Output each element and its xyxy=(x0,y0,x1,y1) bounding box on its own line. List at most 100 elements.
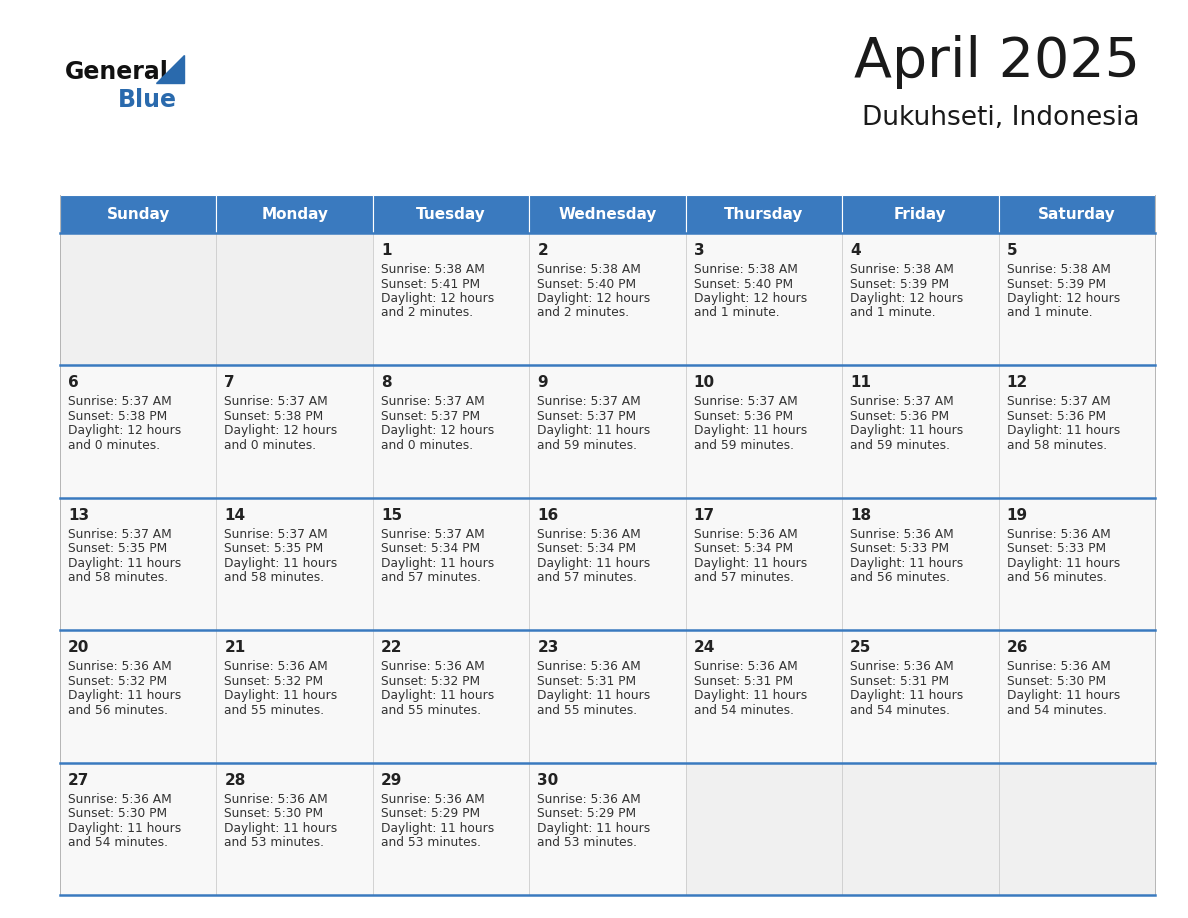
Bar xyxy=(373,630,530,763)
Bar xyxy=(842,763,999,895)
Text: 8: 8 xyxy=(381,375,392,390)
Text: Daylight: 11 hours: Daylight: 11 hours xyxy=(68,689,182,702)
Text: Friday: Friday xyxy=(895,207,947,221)
Text: and 55 minutes.: and 55 minutes. xyxy=(225,704,324,717)
Text: Sunset: 5:41 PM: Sunset: 5:41 PM xyxy=(381,277,480,290)
Text: 30: 30 xyxy=(537,773,558,788)
Text: 23: 23 xyxy=(537,640,558,655)
Text: April 2025: April 2025 xyxy=(854,35,1140,89)
Text: Sunset: 5:33 PM: Sunset: 5:33 PM xyxy=(851,543,949,555)
Text: Daylight: 11 hours: Daylight: 11 hours xyxy=(851,557,963,570)
Bar xyxy=(373,763,530,895)
Bar xyxy=(842,498,999,630)
Text: Sunset: 5:34 PM: Sunset: 5:34 PM xyxy=(537,543,637,555)
Bar xyxy=(216,365,373,498)
Text: Sunrise: 5:36 AM: Sunrise: 5:36 AM xyxy=(381,660,485,673)
Text: Sunrise: 5:38 AM: Sunrise: 5:38 AM xyxy=(1006,263,1111,276)
Bar xyxy=(530,498,685,630)
Text: Sunset: 5:40 PM: Sunset: 5:40 PM xyxy=(694,277,792,290)
Text: 19: 19 xyxy=(1006,508,1028,522)
Text: Daylight: 12 hours: Daylight: 12 hours xyxy=(537,292,651,305)
Text: Sunrise: 5:37 AM: Sunrise: 5:37 AM xyxy=(851,396,954,409)
Bar xyxy=(685,630,842,763)
Text: and 2 minutes.: and 2 minutes. xyxy=(537,307,630,319)
Text: Wednesday: Wednesday xyxy=(558,207,657,221)
Text: and 59 minutes.: and 59 minutes. xyxy=(537,439,637,452)
Text: 20: 20 xyxy=(68,640,89,655)
Text: Sunrise: 5:36 AM: Sunrise: 5:36 AM xyxy=(851,660,954,673)
Text: Sunrise: 5:37 AM: Sunrise: 5:37 AM xyxy=(381,396,485,409)
Text: Daylight: 11 hours: Daylight: 11 hours xyxy=(68,822,182,834)
Text: and 57 minutes.: and 57 minutes. xyxy=(694,571,794,584)
Text: 17: 17 xyxy=(694,508,715,522)
Text: Sunrise: 5:37 AM: Sunrise: 5:37 AM xyxy=(537,396,642,409)
Text: Sunset: 5:33 PM: Sunset: 5:33 PM xyxy=(1006,543,1106,555)
Text: 6: 6 xyxy=(68,375,78,390)
Bar xyxy=(999,195,1155,233)
Text: Sunset: 5:30 PM: Sunset: 5:30 PM xyxy=(1006,675,1106,688)
Text: Sunrise: 5:38 AM: Sunrise: 5:38 AM xyxy=(694,263,797,276)
Text: and 54 minutes.: and 54 minutes. xyxy=(1006,704,1106,717)
Text: 27: 27 xyxy=(68,773,89,788)
Text: and 56 minutes.: and 56 minutes. xyxy=(68,704,168,717)
Text: 11: 11 xyxy=(851,375,871,390)
Text: Sunrise: 5:36 AM: Sunrise: 5:36 AM xyxy=(694,528,797,541)
Text: Sunset: 5:30 PM: Sunset: 5:30 PM xyxy=(68,807,168,820)
Text: and 53 minutes.: and 53 minutes. xyxy=(537,836,637,849)
Bar xyxy=(842,365,999,498)
Text: and 56 minutes.: and 56 minutes. xyxy=(851,571,950,584)
Bar xyxy=(216,195,373,233)
Text: Sunset: 5:34 PM: Sunset: 5:34 PM xyxy=(381,543,480,555)
Text: Daylight: 11 hours: Daylight: 11 hours xyxy=(537,822,651,834)
Bar xyxy=(216,630,373,763)
Text: Daylight: 11 hours: Daylight: 11 hours xyxy=(694,689,807,702)
Text: Sunset: 5:35 PM: Sunset: 5:35 PM xyxy=(225,543,323,555)
Text: Sunrise: 5:37 AM: Sunrise: 5:37 AM xyxy=(694,396,797,409)
Text: Sunrise: 5:37 AM: Sunrise: 5:37 AM xyxy=(225,528,328,541)
Text: and 1 minute.: and 1 minute. xyxy=(694,307,779,319)
Text: Sunset: 5:36 PM: Sunset: 5:36 PM xyxy=(1006,410,1106,423)
Text: 15: 15 xyxy=(381,508,402,522)
Text: General: General xyxy=(65,60,169,84)
Bar xyxy=(685,365,842,498)
Text: 29: 29 xyxy=(381,773,403,788)
Text: Sunrise: 5:36 AM: Sunrise: 5:36 AM xyxy=(537,528,642,541)
Text: and 57 minutes.: and 57 minutes. xyxy=(537,571,637,584)
Bar xyxy=(373,498,530,630)
Text: Thursday: Thursday xyxy=(725,207,803,221)
Bar xyxy=(61,195,216,233)
Text: Monday: Monday xyxy=(261,207,328,221)
Bar xyxy=(530,630,685,763)
Text: and 58 minutes.: and 58 minutes. xyxy=(1006,439,1107,452)
Text: Sunset: 5:31 PM: Sunset: 5:31 PM xyxy=(694,675,792,688)
Text: and 0 minutes.: and 0 minutes. xyxy=(381,439,473,452)
Bar xyxy=(999,630,1155,763)
Bar xyxy=(530,195,685,233)
Text: and 54 minutes.: and 54 minutes. xyxy=(851,704,950,717)
Text: Sunset: 5:29 PM: Sunset: 5:29 PM xyxy=(381,807,480,820)
Text: Sunset: 5:39 PM: Sunset: 5:39 PM xyxy=(1006,277,1106,290)
Polygon shape xyxy=(156,55,184,83)
Text: Sunset: 5:38 PM: Sunset: 5:38 PM xyxy=(68,410,168,423)
Bar xyxy=(61,630,216,763)
Text: 25: 25 xyxy=(851,640,872,655)
Text: Daylight: 11 hours: Daylight: 11 hours xyxy=(1006,557,1120,570)
Bar xyxy=(530,233,685,365)
Text: and 57 minutes.: and 57 minutes. xyxy=(381,571,481,584)
Bar xyxy=(61,233,216,365)
Text: 12: 12 xyxy=(1006,375,1028,390)
Text: Dukuhseti, Indonesia: Dukuhseti, Indonesia xyxy=(862,105,1140,131)
Text: Daylight: 12 hours: Daylight: 12 hours xyxy=(381,292,494,305)
Text: Sunrise: 5:37 AM: Sunrise: 5:37 AM xyxy=(68,396,172,409)
Text: 26: 26 xyxy=(1006,640,1028,655)
Text: 9: 9 xyxy=(537,375,548,390)
Text: and 58 minutes.: and 58 minutes. xyxy=(68,571,169,584)
Text: Daylight: 11 hours: Daylight: 11 hours xyxy=(381,822,494,834)
Text: Sunset: 5:32 PM: Sunset: 5:32 PM xyxy=(225,675,323,688)
Text: Sunset: 5:36 PM: Sunset: 5:36 PM xyxy=(694,410,792,423)
Text: Daylight: 11 hours: Daylight: 11 hours xyxy=(225,822,337,834)
Text: Daylight: 11 hours: Daylight: 11 hours xyxy=(694,557,807,570)
Bar xyxy=(216,498,373,630)
Text: Sunrise: 5:36 AM: Sunrise: 5:36 AM xyxy=(694,660,797,673)
Text: Sunset: 5:39 PM: Sunset: 5:39 PM xyxy=(851,277,949,290)
